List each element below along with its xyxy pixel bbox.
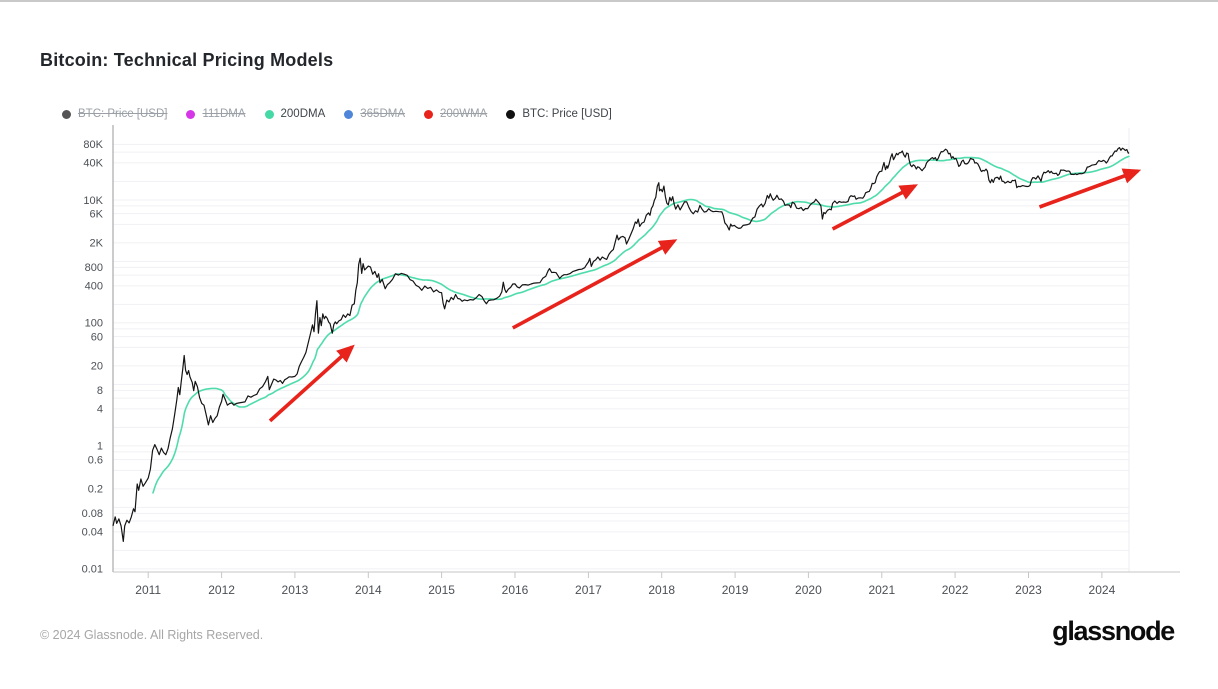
legend-label: 111DMA — [202, 108, 246, 120]
legend-item-200wma[interactable]: 200WMA — [424, 108, 487, 120]
legend-dot-icon — [506, 109, 516, 119]
dma-200-line — [152, 155, 1130, 494]
legend-label: BTC: Price [USD] — [78, 108, 168, 120]
y-tick-label: 400 — [85, 281, 103, 293]
y-tick-label: 0.01 — [82, 564, 103, 576]
x-tick-label: 2019 — [722, 583, 749, 597]
legend-label: 200DMA — [280, 108, 326, 120]
copyright-text: © 2024 Glassnode. All Rights Reserved. — [40, 628, 264, 642]
trend-arrow — [831, 184, 918, 231]
x-tick-label: 2020 — [795, 583, 822, 597]
y-tick-label: 0.2 — [88, 484, 103, 496]
page-title: Bitcoin: Technical Pricing Models — [40, 50, 334, 70]
legend-dot-icon — [186, 109, 196, 119]
x-tick-label: 2021 — [868, 583, 895, 597]
y-tick-label: 1 — [97, 441, 103, 453]
y-tick-label: 800 — [85, 262, 103, 274]
y-tick-label: 80K — [83, 139, 103, 151]
legend-item-200dma[interactable]: 200DMA — [264, 108, 326, 120]
glassnode-logo: glassnode — [1052, 616, 1175, 646]
x-tick-label: 2011 — [135, 583, 161, 597]
y-tick-label: 40K — [83, 158, 103, 170]
y-tick-label: 10K — [83, 195, 103, 207]
x-tick-label: 2016 — [502, 583, 529, 597]
x-tick-label: 2015 — [428, 583, 455, 597]
legend-item-365dma[interactable]: 365DMA — [344, 108, 405, 120]
legend-item-111dma[interactable]: 111DMA — [186, 108, 246, 120]
y-tick-label: 20 — [91, 361, 103, 373]
y-tick-label: 60 — [91, 331, 103, 343]
x-tick-label: 2024 — [1089, 583, 1116, 597]
x-tick-label: 2023 — [1015, 583, 1042, 597]
x-tick-label: 2013 — [282, 583, 309, 597]
y-tick-label: 4 — [97, 404, 103, 416]
legend-label: 365DMA — [360, 108, 406, 120]
legend-dot-icon — [344, 109, 354, 119]
y-tick-label: 0.04 — [82, 527, 103, 539]
x-tick-label: 2017 — [575, 583, 602, 597]
y-tick-label: 8 — [97, 385, 103, 397]
x-tick-label: 2012 — [208, 583, 235, 597]
legend-item-btc-price-usd-2[interactable]: BTC: Price [USD] — [506, 108, 612, 120]
legend-label: BTC: Price [USD] — [522, 108, 612, 120]
y-tick-label: 0.08 — [82, 508, 103, 520]
y-tick-label: 2K — [90, 238, 104, 250]
btc-price-line — [112, 147, 1130, 542]
y-tick-label: 0.6 — [88, 454, 103, 466]
legend-dot-icon — [264, 109, 274, 119]
chart-legend: BTC: Price [USD] 111DMA 200DMA 365DMA 200WMA… — [62, 108, 612, 120]
legend-label: 200WMA — [440, 108, 488, 120]
x-tick-label: 2014 — [355, 583, 382, 597]
legend-item-btc-price-usd[interactable]: BTC: Price [USD] — [62, 108, 167, 120]
x-tick-label: 2022 — [942, 583, 969, 597]
legend-dot-icon — [424, 109, 434, 119]
trend-arrow — [268, 344, 355, 423]
y-tick-label: 100 — [85, 318, 103, 330]
x-tick-label: 2018 — [648, 583, 675, 597]
trend-arrow — [1038, 168, 1142, 209]
trend-arrow — [511, 239, 678, 330]
y-tick-label: 6K — [90, 208, 104, 220]
page-top-border — [0, 0, 1218, 2]
legend-dot-icon — [62, 109, 71, 119]
